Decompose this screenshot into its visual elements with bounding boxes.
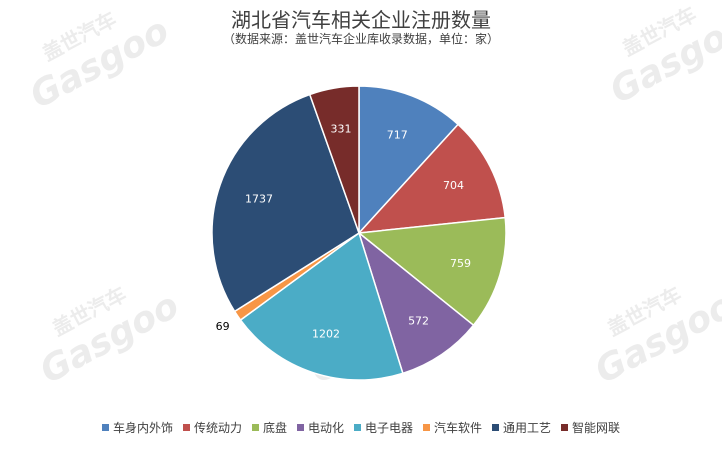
legend-label: 通用工艺 (503, 421, 552, 435)
chart-legend: 车身内外饰 传统动力 底盘 电动化 电子电器 汽车软件 通用工艺 智能网联 (0, 419, 722, 436)
legend-label: 汽车软件 (434, 421, 483, 435)
chart-title: 湖北省汽车相关企业注册数量 (231, 8, 491, 32)
legend-item-chassis: 底盘 (251, 419, 287, 436)
legend-swatch (182, 424, 190, 431)
legend-label: 车身内外饰 (112, 421, 173, 435)
data-label-chassis: 759 (450, 257, 471, 270)
legend-item-general-process: 通用工艺 (492, 419, 551, 436)
legend-label: 电动化 (307, 421, 344, 435)
legend-swatch (561, 424, 569, 431)
legend-label: 底盘 (262, 421, 287, 435)
data-label-software: 69 (216, 320, 230, 333)
data-label-general-process: 1737 (245, 192, 273, 205)
legend-item-body-trim: 车身内外饰 (101, 419, 173, 436)
legend-label: 智能网联 (572, 421, 621, 435)
data-label-body-trim: 717 (387, 128, 408, 141)
legend-swatch (251, 424, 259, 431)
legend-swatch (423, 424, 431, 431)
pie-slice-body-trim (358, 85, 460, 235)
legend-label: 传统动力 (193, 421, 242, 435)
legend-item-electronics: 电子电器 (354, 419, 413, 436)
legend-item-powertrain: 传统动力 (182, 419, 242, 436)
legend-label: 电子电器 (365, 421, 414, 435)
pie-slice-connected (308, 85, 360, 234)
data-label-electrification: 572 (408, 314, 429, 327)
legend-swatch (296, 424, 304, 431)
legend-swatch (101, 424, 109, 431)
chart-subtitle: （数据来源：盖世汽车企业库收录数据，单位：家） (222, 32, 499, 46)
pie-slice-general-process (211, 93, 360, 313)
legend-item-electrification: 电动化 (296, 419, 344, 436)
pie-slice-electrification (357, 230, 475, 375)
legend-item-software: 汽车软件 (423, 419, 482, 436)
pie-slice-electronics (239, 231, 404, 381)
data-label-connected: 331 (331, 123, 352, 136)
pie-slice-powertrain (357, 123, 507, 234)
data-label-electronics: 1202 (312, 328, 340, 341)
data-label-powertrain: 704 (443, 179, 464, 192)
legend-swatch (492, 424, 500, 431)
legend-item-connected: 智能网联 (561, 419, 620, 436)
legend-swatch (354, 424, 361, 431)
pie-slice-chassis (357, 216, 507, 327)
